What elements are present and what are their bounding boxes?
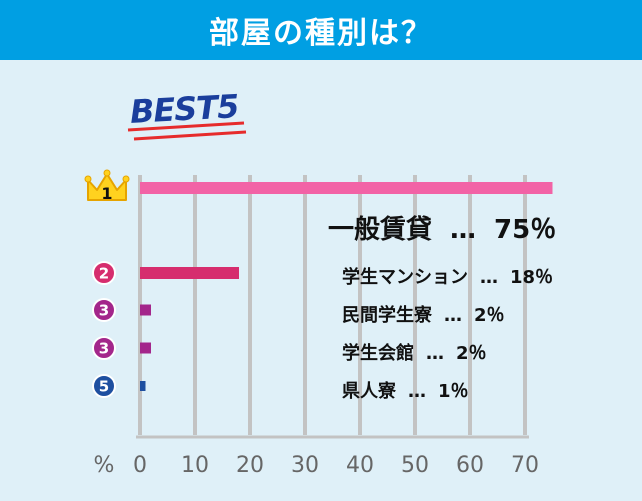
rank-markers: 1 2 3 3 5 bbox=[84, 169, 130, 398]
x-tick-label: 40 bbox=[346, 453, 374, 478]
bar-label: 学生マンション … 18％ bbox=[342, 266, 553, 288]
crown-icon: 1 bbox=[84, 169, 130, 203]
axis-unit-label: % bbox=[94, 453, 115, 478]
bar bbox=[140, 381, 146, 391]
bar bbox=[140, 304, 151, 316]
badge-text: BEST5 bbox=[129, 87, 239, 131]
value-label: 1％ bbox=[438, 381, 469, 402]
rank-number: 1 bbox=[101, 184, 112, 203]
rank-number: 2 bbox=[99, 265, 109, 283]
x-tick-label: 10 bbox=[181, 453, 209, 478]
page-title: 部屋の種別は？ bbox=[209, 16, 433, 51]
category-name: 一般賃貸 bbox=[328, 214, 432, 245]
value-label: 2％ bbox=[456, 343, 487, 364]
rank-circle: 5 bbox=[92, 374, 116, 398]
value-label: 2％ bbox=[474, 305, 505, 326]
separator: … bbox=[450, 215, 476, 245]
rank-number: 5 bbox=[99, 378, 109, 396]
category-name: 県人寮 bbox=[342, 380, 397, 402]
value-label: 18％ bbox=[510, 267, 553, 288]
bar-label: 一般賃貸 … 75％ bbox=[328, 214, 556, 245]
rank-circle: 3 bbox=[92, 298, 116, 322]
bar-labels: 一般賃貸 … 75％ 学生マンション … 18％ 民間学生寮 … 2％ 学生会館 … 2％ 県人寮 … 1％ bbox=[328, 214, 556, 402]
separator: … bbox=[408, 381, 426, 402]
rank-circle: 2 bbox=[92, 261, 116, 285]
category-name: 民間学生寮 bbox=[342, 304, 433, 326]
value-label: 75％ bbox=[494, 215, 556, 245]
separator: … bbox=[480, 267, 498, 288]
category-name: 学生マンション bbox=[342, 266, 468, 288]
x-tick-label: 0 bbox=[133, 453, 147, 478]
bar-label: 学生会館 … 2％ bbox=[342, 342, 487, 364]
bar-label: 県人寮 … 1％ bbox=[342, 380, 469, 402]
bar-label: 民間学生寮 … 2％ bbox=[342, 304, 505, 326]
x-tick-label: 50 bbox=[401, 453, 429, 478]
separator: … bbox=[426, 343, 444, 364]
category-name: 学生会館 bbox=[342, 342, 414, 364]
header-bar: 部屋の種別は？ bbox=[0, 0, 642, 60]
x-tick-label: 30 bbox=[291, 453, 319, 478]
grid-lines bbox=[136, 175, 529, 439]
rank-number: 3 bbox=[99, 340, 109, 358]
x-axis-ticks: 0 10 20 30 40 50 60 70% bbox=[94, 453, 539, 478]
x-tick-label: 70 bbox=[511, 453, 539, 478]
separator: … bbox=[444, 305, 462, 326]
best5-badge: BEST5 bbox=[127, 87, 247, 141]
bars bbox=[140, 182, 553, 391]
rank-number: 3 bbox=[99, 302, 109, 320]
badge-underline bbox=[127, 121, 247, 141]
x-tick-label: 60 bbox=[456, 453, 484, 478]
bar bbox=[140, 342, 151, 354]
bar bbox=[140, 267, 239, 279]
bar bbox=[140, 182, 553, 194]
rank-circle: 3 bbox=[92, 336, 116, 360]
x-tick-label: 20 bbox=[236, 453, 264, 478]
